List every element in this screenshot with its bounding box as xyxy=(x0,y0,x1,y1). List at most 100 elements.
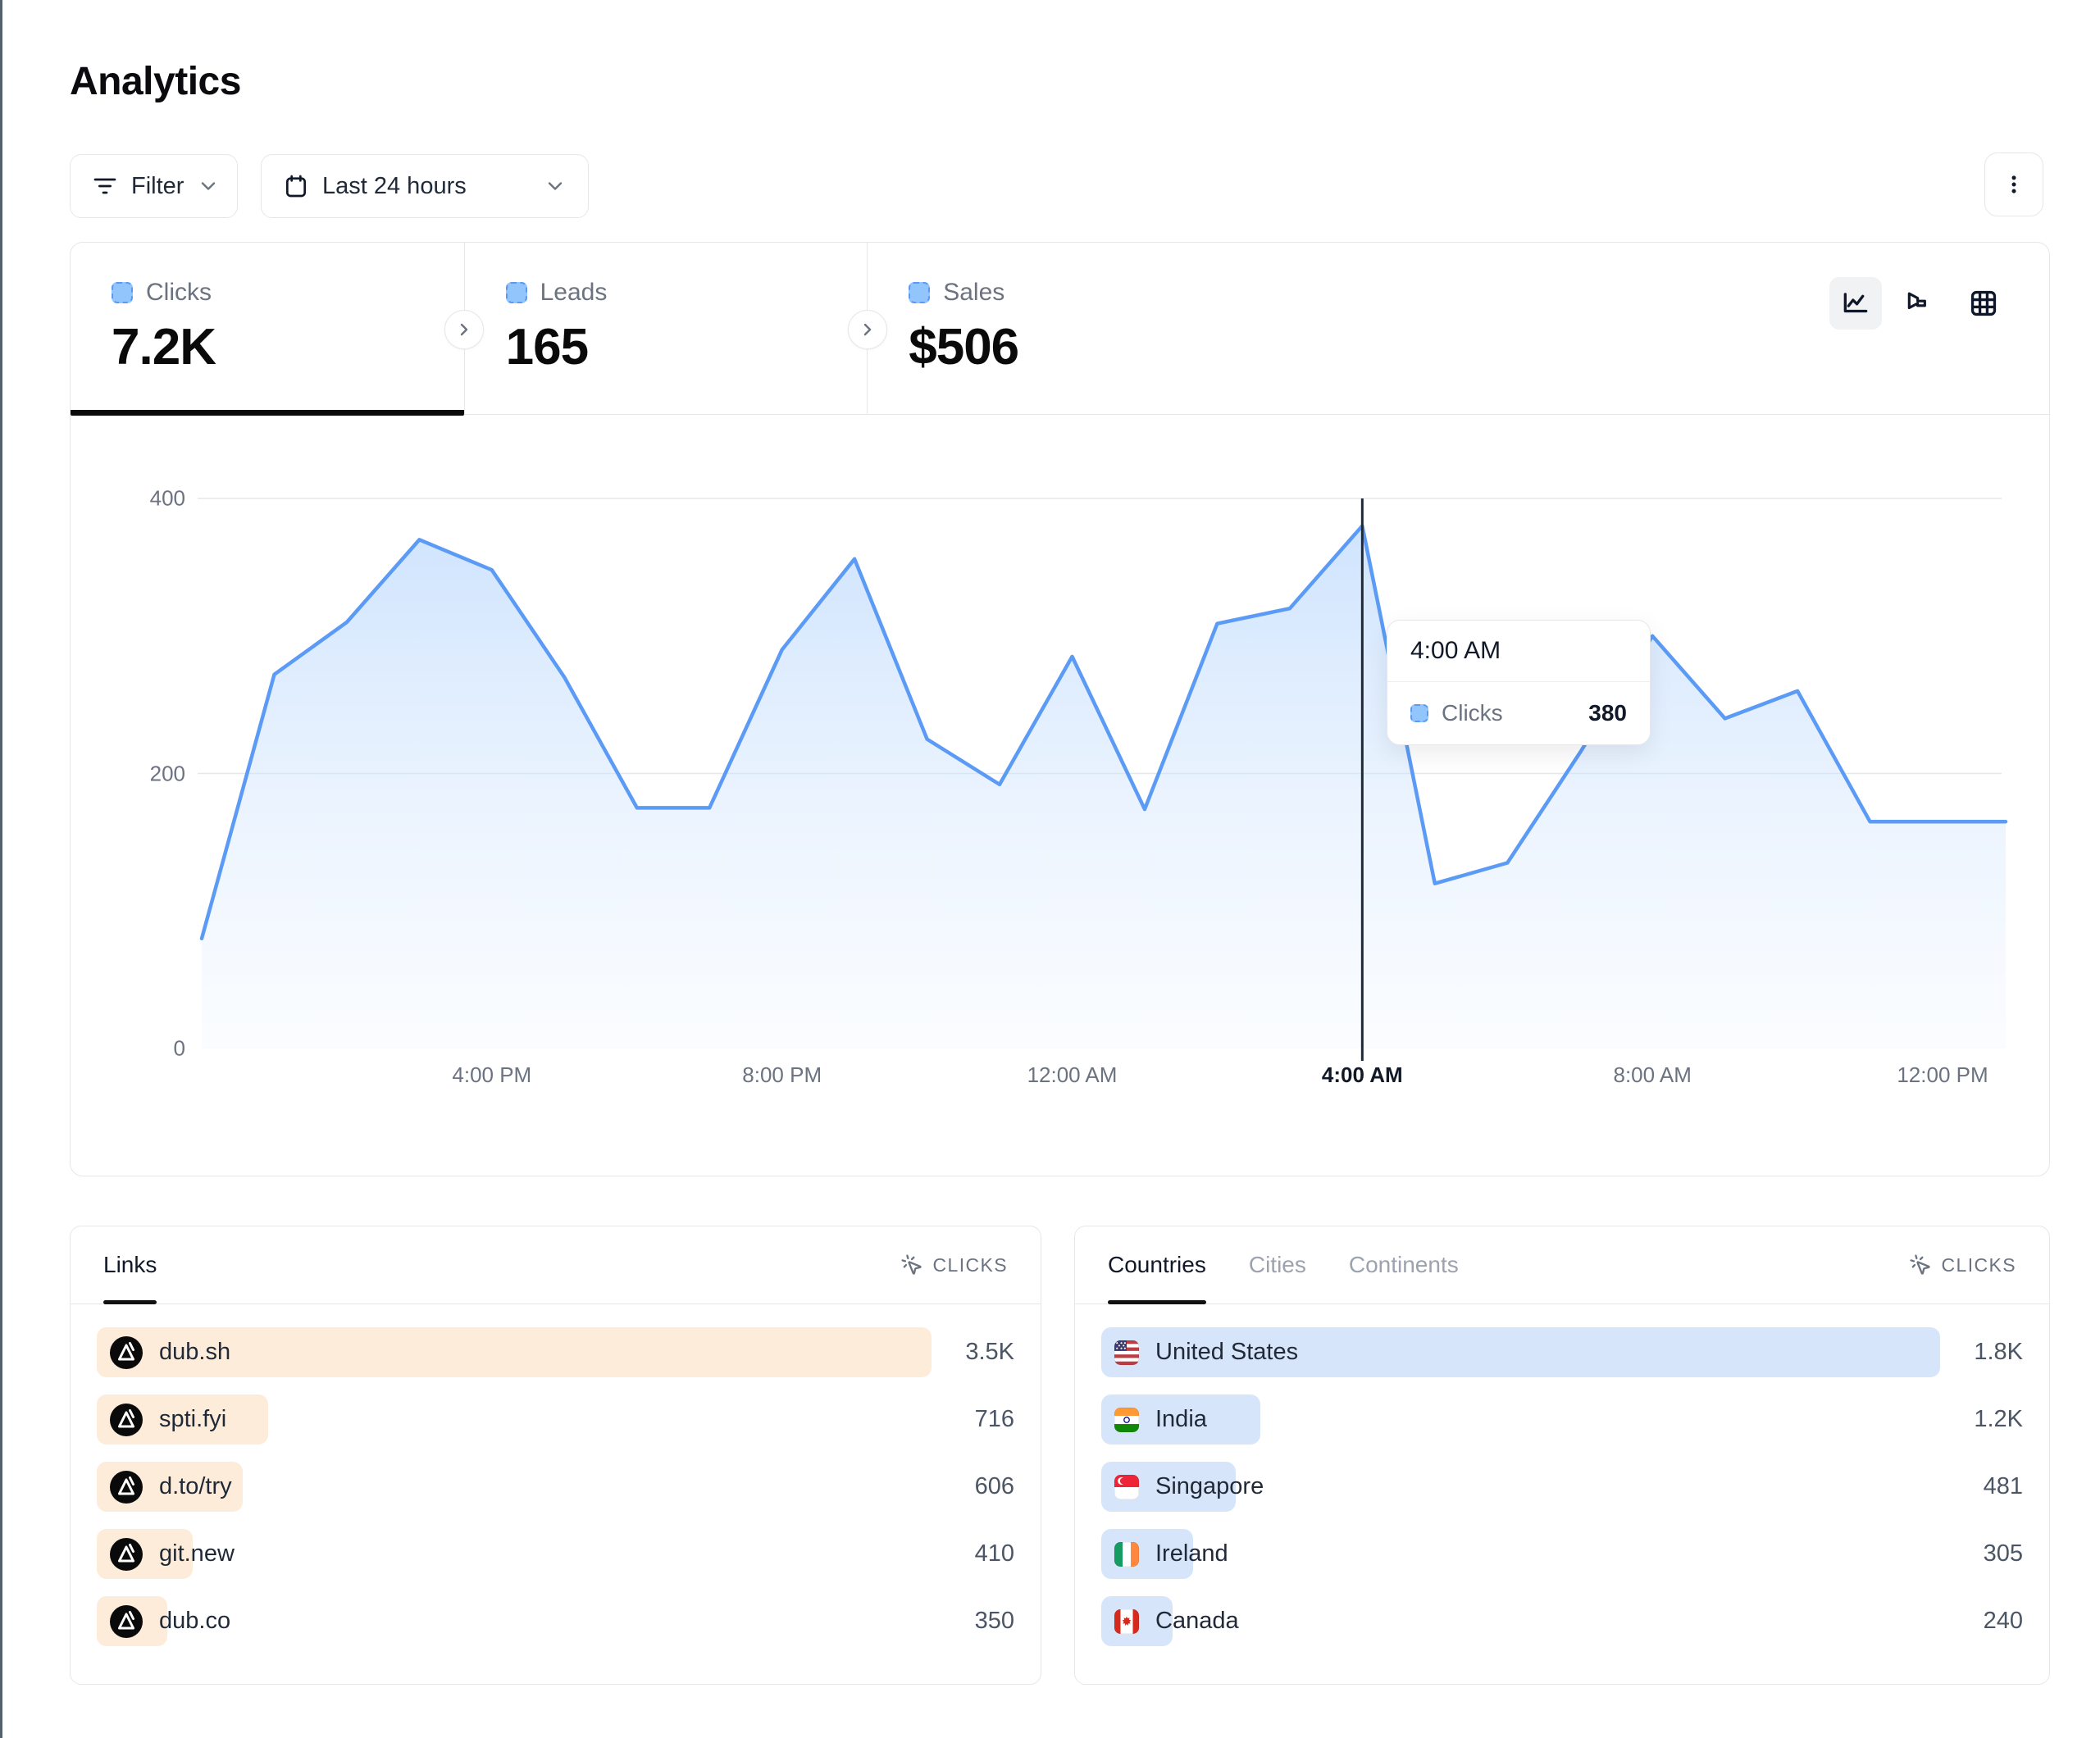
stat-tab-clicks[interactable]: Clicks 7.2K xyxy=(71,243,464,416)
item-value: 305 xyxy=(1983,1540,2023,1567)
list-item[interactable]: d.to/try 606 xyxy=(97,1462,1014,1512)
item-value: 716 xyxy=(974,1406,1014,1432)
dub-logo-icon xyxy=(110,1537,143,1571)
countries-panel-header: Countries Cities Continents CLICKS xyxy=(1075,1226,2049,1304)
value-bar xyxy=(97,1327,932,1377)
list-item[interactable]: Canada 240 xyxy=(1101,1596,2023,1646)
chart-tooltip: 4:00 AM Clicks 380 xyxy=(1387,620,1651,745)
item-value: 410 xyxy=(974,1540,1014,1567)
calendar-icon xyxy=(283,173,309,199)
expand-leads-button[interactable] xyxy=(848,310,887,349)
stat-value: $506 xyxy=(909,319,1019,375)
stat-value: 7.2K xyxy=(112,319,216,375)
x-axis-tick: 8:00 AM xyxy=(1613,1062,1692,1087)
item-label: Ireland xyxy=(1155,1540,1228,1567)
stat-label: Clicks xyxy=(146,279,212,306)
y-axis-tick: 0 xyxy=(173,1035,185,1061)
funnel-icon xyxy=(1907,292,1926,310)
links-panel: Links CLICKS dub.sh 3.5K spti.fyi 716 d.to/t… xyxy=(70,1226,1041,1685)
chevron-down-icon xyxy=(544,175,567,198)
item-label: d.to/try xyxy=(159,1473,232,1499)
sales-legend-swatch xyxy=(909,282,931,303)
flag-icon-in xyxy=(1114,1407,1139,1432)
tooltip-value: 380 xyxy=(1588,700,1627,726)
x-axis-tick: 12:00 AM xyxy=(1027,1062,1118,1087)
date-range-label: Last 24 hours xyxy=(322,172,467,199)
cursor-click-icon xyxy=(1909,1253,1932,1276)
clicks-line-series xyxy=(199,524,2008,941)
tooltip-legend-swatch xyxy=(1410,704,1428,722)
filter-label: Filter xyxy=(131,172,184,199)
tab-countries[interactable]: Countries xyxy=(1108,1226,1206,1304)
more-options-button[interactable] xyxy=(1984,152,2043,216)
tab-continents[interactable]: Continents xyxy=(1348,1252,1459,1277)
stat-label: Leads xyxy=(540,279,608,306)
expand-clicks-button[interactable] xyxy=(444,310,484,349)
clicks-legend-swatch xyxy=(112,282,133,303)
table-grid-icon xyxy=(1970,290,1997,316)
clicks-area-chart-svg xyxy=(198,498,2008,1061)
y-axis-tick: 400 xyxy=(149,485,185,511)
flag-icon-ca xyxy=(1114,1608,1139,1634)
dub-logo-icon xyxy=(110,1604,143,1638)
chevron-right-icon xyxy=(460,323,468,336)
analytics-chart-card: Clicks 7.2K Leads 165 Sales $506 xyxy=(70,242,2050,1176)
page-title: Analytics xyxy=(70,60,241,103)
countries-metric-label: CLICKS xyxy=(1941,1253,2016,1276)
stat-tab-sales[interactable]: Sales $506 xyxy=(867,243,2049,414)
clicks-area-series xyxy=(202,525,2006,1049)
item-value: 481 xyxy=(1983,1473,2023,1499)
links-metric-selector[interactable]: CLICKS xyxy=(900,1226,1008,1304)
item-value: 240 xyxy=(1983,1608,2023,1634)
tab-links[interactable]: Links xyxy=(103,1226,157,1304)
x-axis-tick: 4:00 AM xyxy=(1321,1062,1403,1087)
clicks-chart[interactable]: 400 200 0 4:00 PM 8:00 PM 12:00 AM 4:00 AM 8… xyxy=(71,415,2049,1176)
stat-tab-leads[interactable]: Leads 165 xyxy=(463,243,868,414)
flag-icon-sg xyxy=(1114,1474,1139,1499)
filter-button[interactable]: Filter xyxy=(70,154,238,218)
item-label: Singapore xyxy=(1155,1473,1264,1499)
funnel-view-button[interactable] xyxy=(1893,277,1946,330)
links-panel-header: Links CLICKS xyxy=(71,1226,1041,1304)
list-item[interactable]: git.new 410 xyxy=(97,1529,1014,1579)
table-view-button[interactable] xyxy=(1957,277,2010,330)
line-chart-view-button[interactable] xyxy=(1829,277,1882,330)
flag-icon-us xyxy=(1114,1340,1139,1365)
tooltip-series-label: Clicks xyxy=(1442,700,1503,726)
x-axis-tick: 8:00 PM xyxy=(742,1062,822,1087)
x-axis-tick: 12:00 PM xyxy=(1897,1062,1988,1087)
item-label: United States xyxy=(1155,1339,1299,1365)
date-range-button[interactable]: Last 24 hours xyxy=(261,154,589,218)
flag-icon-ie xyxy=(1114,1541,1139,1567)
list-item[interactable]: spti.fyi 716 xyxy=(97,1394,1014,1445)
tooltip-time: 4:00 AM xyxy=(1387,621,1650,682)
list-item[interactable]: Singapore 481 xyxy=(1101,1462,2023,1512)
x-axis: 4:00 PM 8:00 PM 12:00 AM 4:00 AM 8:00 AM 12:0… xyxy=(71,1062,2049,1095)
item-value: 606 xyxy=(974,1473,1014,1499)
list-item[interactable]: India 1.2K xyxy=(1101,1394,2023,1445)
kebab-icon xyxy=(2002,172,2026,197)
item-label: spti.fyi xyxy=(159,1406,227,1432)
filter-icon xyxy=(92,173,118,199)
item-label: dub.sh xyxy=(159,1339,231,1365)
dub-logo-icon xyxy=(110,1403,143,1436)
links-metric-label: CLICKS xyxy=(932,1253,1008,1276)
dub-logo-icon xyxy=(110,1335,143,1369)
item-value: 1.2K xyxy=(1974,1406,2023,1432)
leads-legend-swatch xyxy=(505,282,527,303)
y-axis-tick: 200 xyxy=(149,761,185,786)
stats-tabs-row: Clicks 7.2K Leads 165 Sales $506 xyxy=(71,243,2049,416)
countries-list: United States 1.8K India 1.2K Singapore 481 Ir… xyxy=(1075,1304,2049,1646)
stat-label: Sales xyxy=(943,279,1005,306)
chart-type-toggle xyxy=(1829,277,2010,330)
list-item[interactable]: dub.sh 3.5K xyxy=(97,1327,1014,1377)
left-edge-divider xyxy=(0,0,2,1738)
list-item[interactable]: United States 1.8K xyxy=(1101,1327,2023,1377)
tab-cities[interactable]: Cities xyxy=(1248,1252,1306,1277)
item-label: git.new xyxy=(159,1540,235,1567)
list-item[interactable]: dub.co 350 xyxy=(97,1596,1014,1646)
countries-metric-selector[interactable]: CLICKS xyxy=(1909,1226,2016,1304)
stat-value: 165 xyxy=(505,319,589,375)
list-item[interactable]: Ireland 305 xyxy=(1101,1529,2023,1579)
